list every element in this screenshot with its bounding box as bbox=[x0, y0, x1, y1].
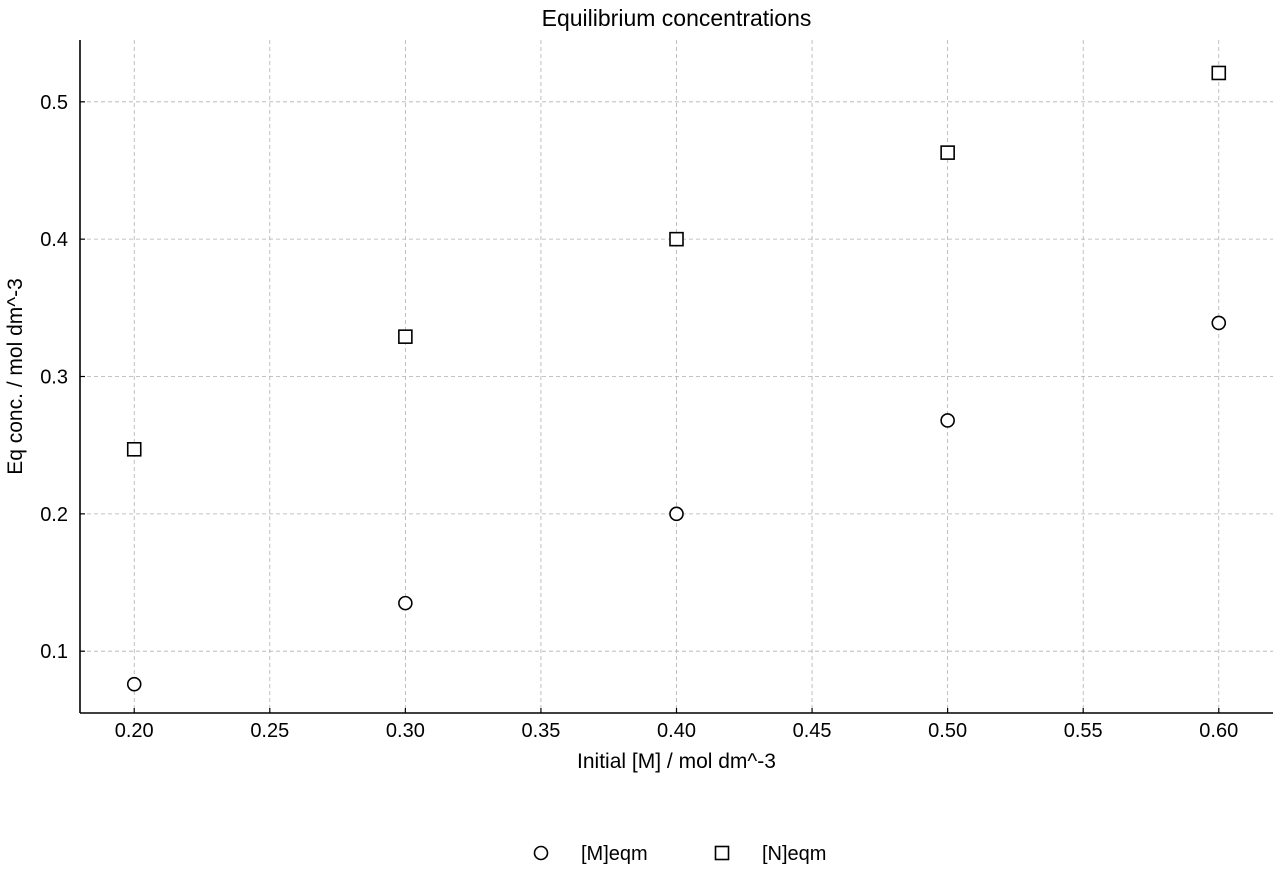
tick-marks: 0.20 0.25 0.30 0.35 0.40 0.45 0.50 0.55 0.60 0.1 0… bbox=[40, 92, 1238, 742]
y-tick-label: 0.4 bbox=[40, 229, 68, 251]
y-tick-label: 0.3 bbox=[40, 367, 68, 389]
circle-data-point bbox=[126, 676, 142, 692]
x-axis-title: Initial [M] / mol dm^-3 bbox=[577, 750, 776, 773]
square-data-point bbox=[669, 231, 684, 247]
square-data-point bbox=[126, 441, 142, 457]
data-points bbox=[126, 65, 1227, 692]
legend-label: [N]eqm bbox=[762, 843, 826, 865]
legend-circle-icon bbox=[533, 845, 549, 861]
circle-data-point bbox=[669, 506, 684, 522]
legend-square-icon bbox=[714, 845, 730, 861]
circle-data-point bbox=[940, 413, 955, 428]
x-tick-label: 0.20 bbox=[115, 720, 154, 742]
x-tick-label: 0.55 bbox=[1064, 720, 1103, 742]
x-tick-label: 0.35 bbox=[521, 720, 560, 742]
circle-data-point bbox=[1211, 315, 1227, 331]
chart-title: Equilibrium concentrations bbox=[542, 5, 812, 31]
x-tick-label: 0.30 bbox=[386, 720, 425, 742]
legend: [M]eqm [N]eqm bbox=[533, 843, 826, 865]
square-data-point bbox=[1211, 65, 1227, 81]
y-tick-label: 0.5 bbox=[40, 92, 68, 114]
x-tick-label: 0.60 bbox=[1199, 720, 1238, 742]
y-tick-label: 0.1 bbox=[40, 641, 68, 663]
square-data-point bbox=[940, 145, 955, 160]
circle-data-point bbox=[398, 595, 413, 611]
x-tick-label: 0.25 bbox=[250, 720, 289, 742]
x-tick-label: 0.45 bbox=[793, 720, 832, 742]
legend-label: [M]eqm bbox=[581, 843, 648, 865]
y-axis-title: Eq conc. / mol dm^-3 bbox=[4, 278, 27, 475]
square-data-point bbox=[398, 329, 413, 344]
y-tick-label: 0.2 bbox=[40, 504, 68, 526]
gridlines bbox=[80, 40, 1273, 713]
x-tick-label: 0.40 bbox=[657, 720, 696, 742]
x-tick-label: 0.50 bbox=[928, 720, 967, 742]
